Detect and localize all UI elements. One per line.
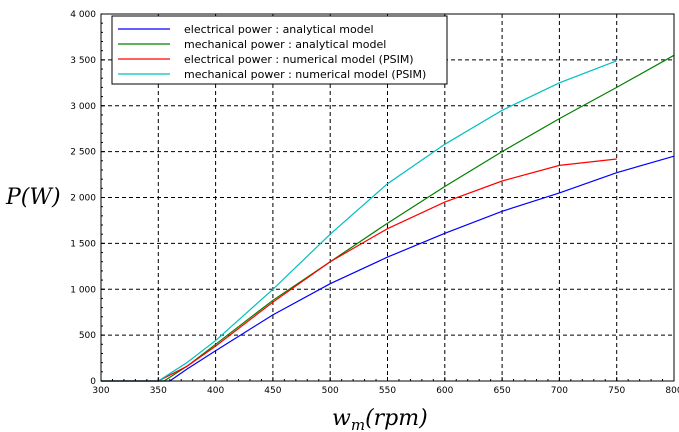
y-axis-label: P(W) [5, 185, 61, 210]
legend-label-2: mechanical power : analytical model [184, 38, 386, 51]
legend: electrical power : analytical model mecha… [111, 15, 448, 85]
x-tick-label: 650 [494, 386, 511, 396]
x-tick-label: 750 [608, 386, 625, 396]
legend-label-3: electrical power : numerical model (PSIM… [184, 53, 414, 66]
x-tick-label: 300 [92, 386, 109, 396]
y-tick-label: 500 [79, 331, 96, 341]
x-tick-label: 400 [207, 386, 224, 396]
y-tick-label: 2 500 [70, 148, 96, 158]
x-tick-label: 700 [551, 386, 568, 396]
y-tick-label: 0 [90, 377, 96, 387]
series-line-4 [101, 60, 617, 382]
y-tick-label: 2 000 [70, 194, 96, 204]
x-tick-label: 500 [322, 386, 339, 396]
x-tick-label: 350 [150, 386, 167, 396]
y-tick-label: 3 500 [70, 56, 96, 66]
y-tick-label: 3 000 [70, 102, 96, 112]
x-tick-label: 550 [379, 386, 396, 396]
legend-box [111, 15, 448, 85]
axis-ticks: 300 350 400 450 500 550 600 650 700 750 800 0 500 1 0… [70, 10, 679, 396]
y-tick-label: 1 000 [70, 285, 96, 295]
series-line-3 [101, 158, 617, 382]
legend-label-1: electrical power : analytical model [184, 23, 374, 36]
x-axis-label: wm(rpm) [332, 406, 428, 432]
y-tick-label: 4 000 [70, 10, 96, 20]
x-tick-label: 600 [436, 386, 453, 396]
x-tick-label: 800 [665, 386, 679, 396]
grid [101, 14, 674, 381]
legend-label-4: mechanical power : numerical model (PSIM… [184, 68, 426, 81]
x-tick-label: 450 [264, 386, 281, 396]
y-tick-label: 1 500 [70, 239, 96, 249]
